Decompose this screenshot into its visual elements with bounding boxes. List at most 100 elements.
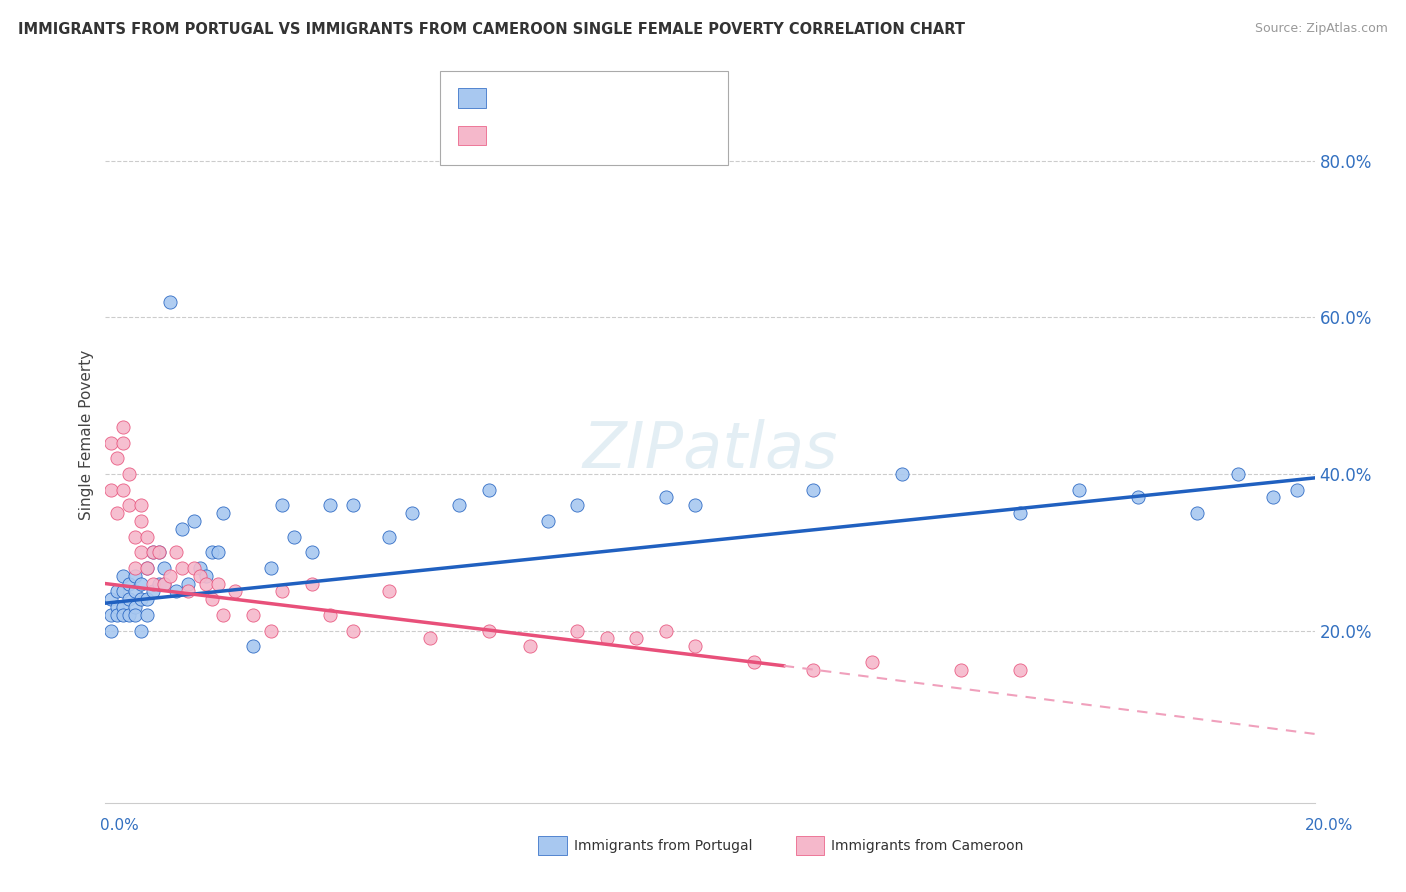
Point: [124, 607, 146, 622]
Point: [135, 561, 157, 575]
Point: [801, 663, 824, 677]
Point: [194, 568, 217, 582]
Point: [135, 607, 157, 622]
Point: [142, 545, 165, 559]
Point: [801, 483, 824, 497]
Point: [124, 530, 146, 544]
Point: [148, 545, 170, 559]
Point: [105, 600, 128, 615]
Point: [655, 491, 678, 505]
Text: Source: ZipAtlas.com: Source: ZipAtlas.com: [1254, 22, 1388, 36]
Point: [153, 576, 176, 591]
Point: [124, 584, 146, 599]
Point: [165, 584, 187, 599]
Point: [148, 576, 170, 591]
Text: N =: N =: [595, 91, 628, 105]
Point: [100, 624, 122, 638]
Text: 0.316: 0.316: [536, 91, 583, 105]
Point: [890, 467, 912, 481]
Point: [449, 498, 471, 512]
Point: [242, 639, 264, 653]
Point: [118, 576, 141, 591]
Point: [342, 498, 364, 512]
Point: [118, 592, 141, 607]
Point: [537, 514, 560, 528]
Point: [112, 584, 135, 599]
Point: [194, 576, 217, 591]
Point: [301, 576, 323, 591]
Point: [172, 522, 194, 536]
Text: 20.0%: 20.0%: [1305, 818, 1353, 832]
Point: [318, 498, 340, 512]
Point: [129, 624, 152, 638]
Point: [124, 568, 146, 582]
Point: [105, 451, 128, 466]
Point: [1226, 467, 1249, 481]
Y-axis label: Single Female Poverty: Single Female Poverty: [79, 350, 94, 520]
Point: [259, 561, 281, 575]
Point: [201, 545, 224, 559]
Point: [129, 545, 152, 559]
Point: [860, 655, 883, 669]
Point: [342, 624, 364, 638]
Point: [1185, 506, 1208, 520]
Point: [201, 592, 224, 607]
Point: [105, 584, 128, 599]
Point: [118, 607, 141, 622]
Point: [212, 506, 235, 520]
Point: [177, 584, 200, 599]
Point: [112, 435, 135, 450]
Point: [142, 545, 165, 559]
Point: [567, 624, 589, 638]
Point: [1008, 663, 1031, 677]
Point: [135, 530, 157, 544]
Point: [626, 632, 648, 646]
Point: [519, 639, 541, 653]
Point: [1008, 506, 1031, 520]
Point: [100, 435, 122, 450]
Point: [242, 607, 264, 622]
Text: 51: 51: [641, 128, 662, 143]
Point: [271, 584, 294, 599]
Point: [188, 568, 211, 582]
Point: [1285, 483, 1308, 497]
Point: [112, 483, 135, 497]
Point: [112, 568, 135, 582]
Point: [259, 624, 281, 638]
Point: [207, 576, 229, 591]
Point: [1067, 483, 1090, 497]
Point: [100, 483, 122, 497]
Point: [100, 607, 122, 622]
Point: [112, 600, 135, 615]
Point: [949, 663, 972, 677]
Point: [129, 592, 152, 607]
Text: Immigrants from Cameroon: Immigrants from Cameroon: [831, 838, 1024, 853]
Text: Immigrants from Portugal: Immigrants from Portugal: [574, 838, 752, 853]
Point: [224, 584, 246, 599]
Point: [1126, 491, 1149, 505]
Point: [142, 584, 165, 599]
Text: IMMIGRANTS FROM PORTUGAL VS IMMIGRANTS FROM CAMEROON SINGLE FEMALE POVERTY CORRE: IMMIGRANTS FROM PORTUGAL VS IMMIGRANTS F…: [18, 22, 966, 37]
Point: [596, 632, 619, 646]
Point: [142, 576, 165, 591]
Point: [655, 624, 678, 638]
Point: [478, 624, 501, 638]
Point: [172, 561, 194, 575]
Point: [567, 498, 589, 512]
Point: [124, 561, 146, 575]
Point: [124, 600, 146, 615]
Point: [165, 545, 187, 559]
Point: [159, 294, 181, 309]
Point: [271, 498, 294, 512]
Text: N =: N =: [602, 128, 636, 143]
Text: R =: R =: [494, 128, 527, 143]
Point: [159, 568, 181, 582]
Point: [153, 561, 176, 575]
Point: [685, 498, 707, 512]
Point: [100, 592, 122, 607]
Point: [129, 514, 152, 528]
Text: ZIPatlas: ZIPatlas: [582, 418, 838, 481]
Point: [301, 545, 323, 559]
Point: [105, 607, 128, 622]
Point: [183, 561, 205, 575]
